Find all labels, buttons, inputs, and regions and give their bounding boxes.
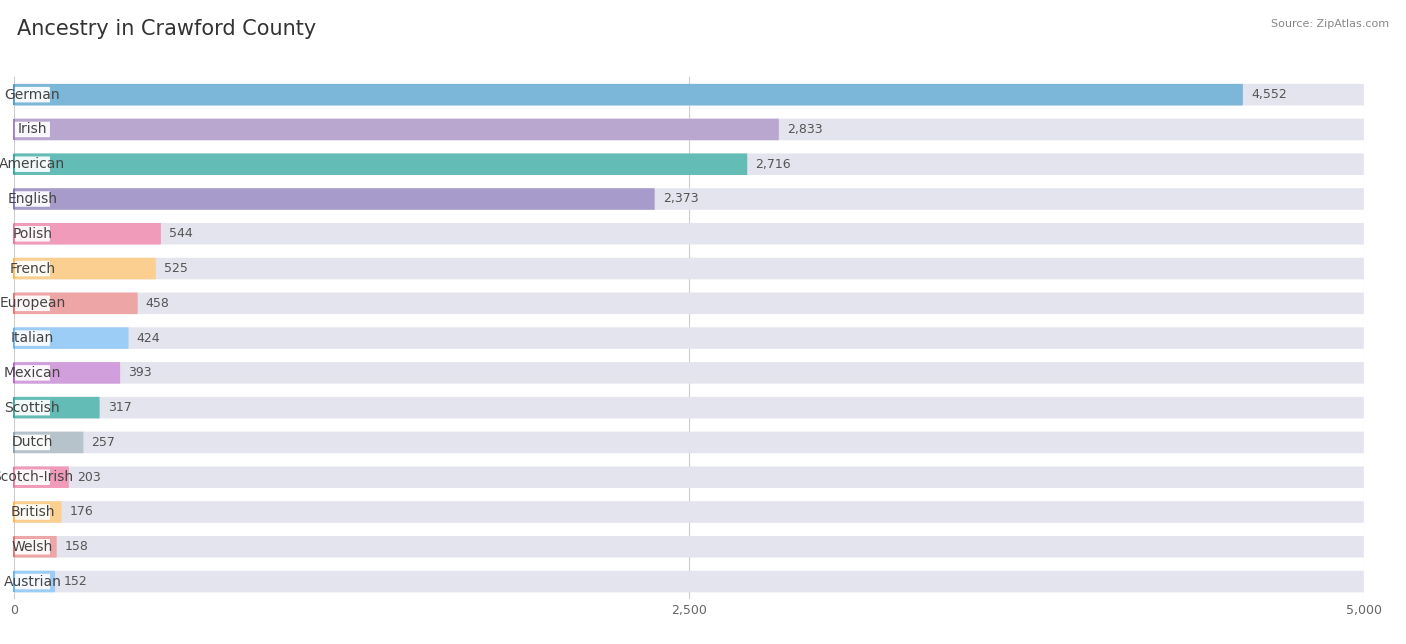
FancyBboxPatch shape: [14, 571, 1364, 592]
FancyBboxPatch shape: [14, 118, 1364, 140]
Text: 317: 317: [108, 401, 132, 414]
FancyBboxPatch shape: [14, 536, 56, 558]
FancyBboxPatch shape: [14, 362, 120, 384]
FancyBboxPatch shape: [15, 365, 51, 381]
FancyBboxPatch shape: [15, 226, 51, 242]
Text: Dutch: Dutch: [11, 435, 53, 450]
FancyBboxPatch shape: [15, 574, 51, 589]
FancyBboxPatch shape: [14, 153, 1364, 175]
FancyBboxPatch shape: [15, 261, 51, 276]
FancyBboxPatch shape: [15, 469, 51, 485]
FancyBboxPatch shape: [15, 156, 51, 172]
FancyBboxPatch shape: [15, 296, 51, 311]
FancyBboxPatch shape: [14, 501, 1364, 523]
FancyBboxPatch shape: [14, 431, 83, 453]
Text: 4,552: 4,552: [1251, 88, 1286, 101]
Text: 152: 152: [63, 575, 87, 588]
Text: European: European: [0, 296, 66, 310]
Text: Irish: Irish: [18, 122, 48, 137]
Text: Italian: Italian: [11, 331, 53, 345]
FancyBboxPatch shape: [14, 466, 1364, 488]
FancyBboxPatch shape: [15, 504, 51, 520]
Text: German: German: [4, 88, 60, 102]
FancyBboxPatch shape: [14, 327, 128, 349]
Text: Scottish: Scottish: [4, 401, 60, 415]
Text: Welsh: Welsh: [11, 540, 53, 554]
FancyBboxPatch shape: [14, 84, 1243, 106]
Text: 203: 203: [77, 471, 101, 484]
FancyBboxPatch shape: [14, 292, 138, 314]
FancyBboxPatch shape: [15, 191, 51, 207]
Text: Polish: Polish: [13, 227, 52, 241]
Text: 257: 257: [91, 436, 115, 449]
Text: 525: 525: [165, 262, 188, 275]
FancyBboxPatch shape: [14, 466, 69, 488]
FancyBboxPatch shape: [14, 571, 55, 592]
FancyBboxPatch shape: [14, 223, 160, 245]
FancyBboxPatch shape: [15, 400, 51, 415]
FancyBboxPatch shape: [14, 258, 1364, 279]
Text: 158: 158: [65, 540, 89, 553]
FancyBboxPatch shape: [14, 223, 1364, 245]
FancyBboxPatch shape: [14, 431, 1364, 453]
Text: English: English: [7, 192, 58, 206]
FancyBboxPatch shape: [15, 330, 51, 346]
Text: 2,833: 2,833: [787, 123, 823, 136]
FancyBboxPatch shape: [14, 188, 1364, 210]
FancyBboxPatch shape: [14, 153, 747, 175]
FancyBboxPatch shape: [14, 327, 1364, 349]
FancyBboxPatch shape: [14, 188, 655, 210]
FancyBboxPatch shape: [14, 397, 1364, 419]
FancyBboxPatch shape: [14, 362, 1364, 384]
Text: British: British: [10, 505, 55, 519]
FancyBboxPatch shape: [15, 87, 51, 102]
Text: French: French: [10, 261, 55, 276]
Text: Mexican: Mexican: [4, 366, 60, 380]
Text: 424: 424: [136, 332, 160, 345]
Text: American: American: [0, 157, 66, 171]
FancyBboxPatch shape: [15, 539, 51, 554]
FancyBboxPatch shape: [14, 292, 1364, 314]
FancyBboxPatch shape: [14, 397, 100, 419]
FancyBboxPatch shape: [14, 501, 62, 523]
Text: Ancestry in Crawford County: Ancestry in Crawford County: [17, 19, 316, 39]
Text: 458: 458: [146, 297, 170, 310]
FancyBboxPatch shape: [14, 84, 1364, 106]
Text: 393: 393: [128, 366, 152, 379]
FancyBboxPatch shape: [15, 122, 51, 137]
FancyBboxPatch shape: [14, 258, 156, 279]
FancyBboxPatch shape: [14, 536, 1364, 558]
Text: Austrian: Austrian: [3, 574, 62, 589]
FancyBboxPatch shape: [14, 118, 779, 140]
FancyBboxPatch shape: [15, 435, 51, 450]
Text: Scotch-Irish: Scotch-Irish: [0, 470, 73, 484]
Text: Source: ZipAtlas.com: Source: ZipAtlas.com: [1271, 19, 1389, 30]
Text: 2,716: 2,716: [755, 158, 792, 171]
Text: 544: 544: [169, 227, 193, 240]
Text: 2,373: 2,373: [662, 193, 699, 205]
Text: 176: 176: [70, 506, 93, 518]
